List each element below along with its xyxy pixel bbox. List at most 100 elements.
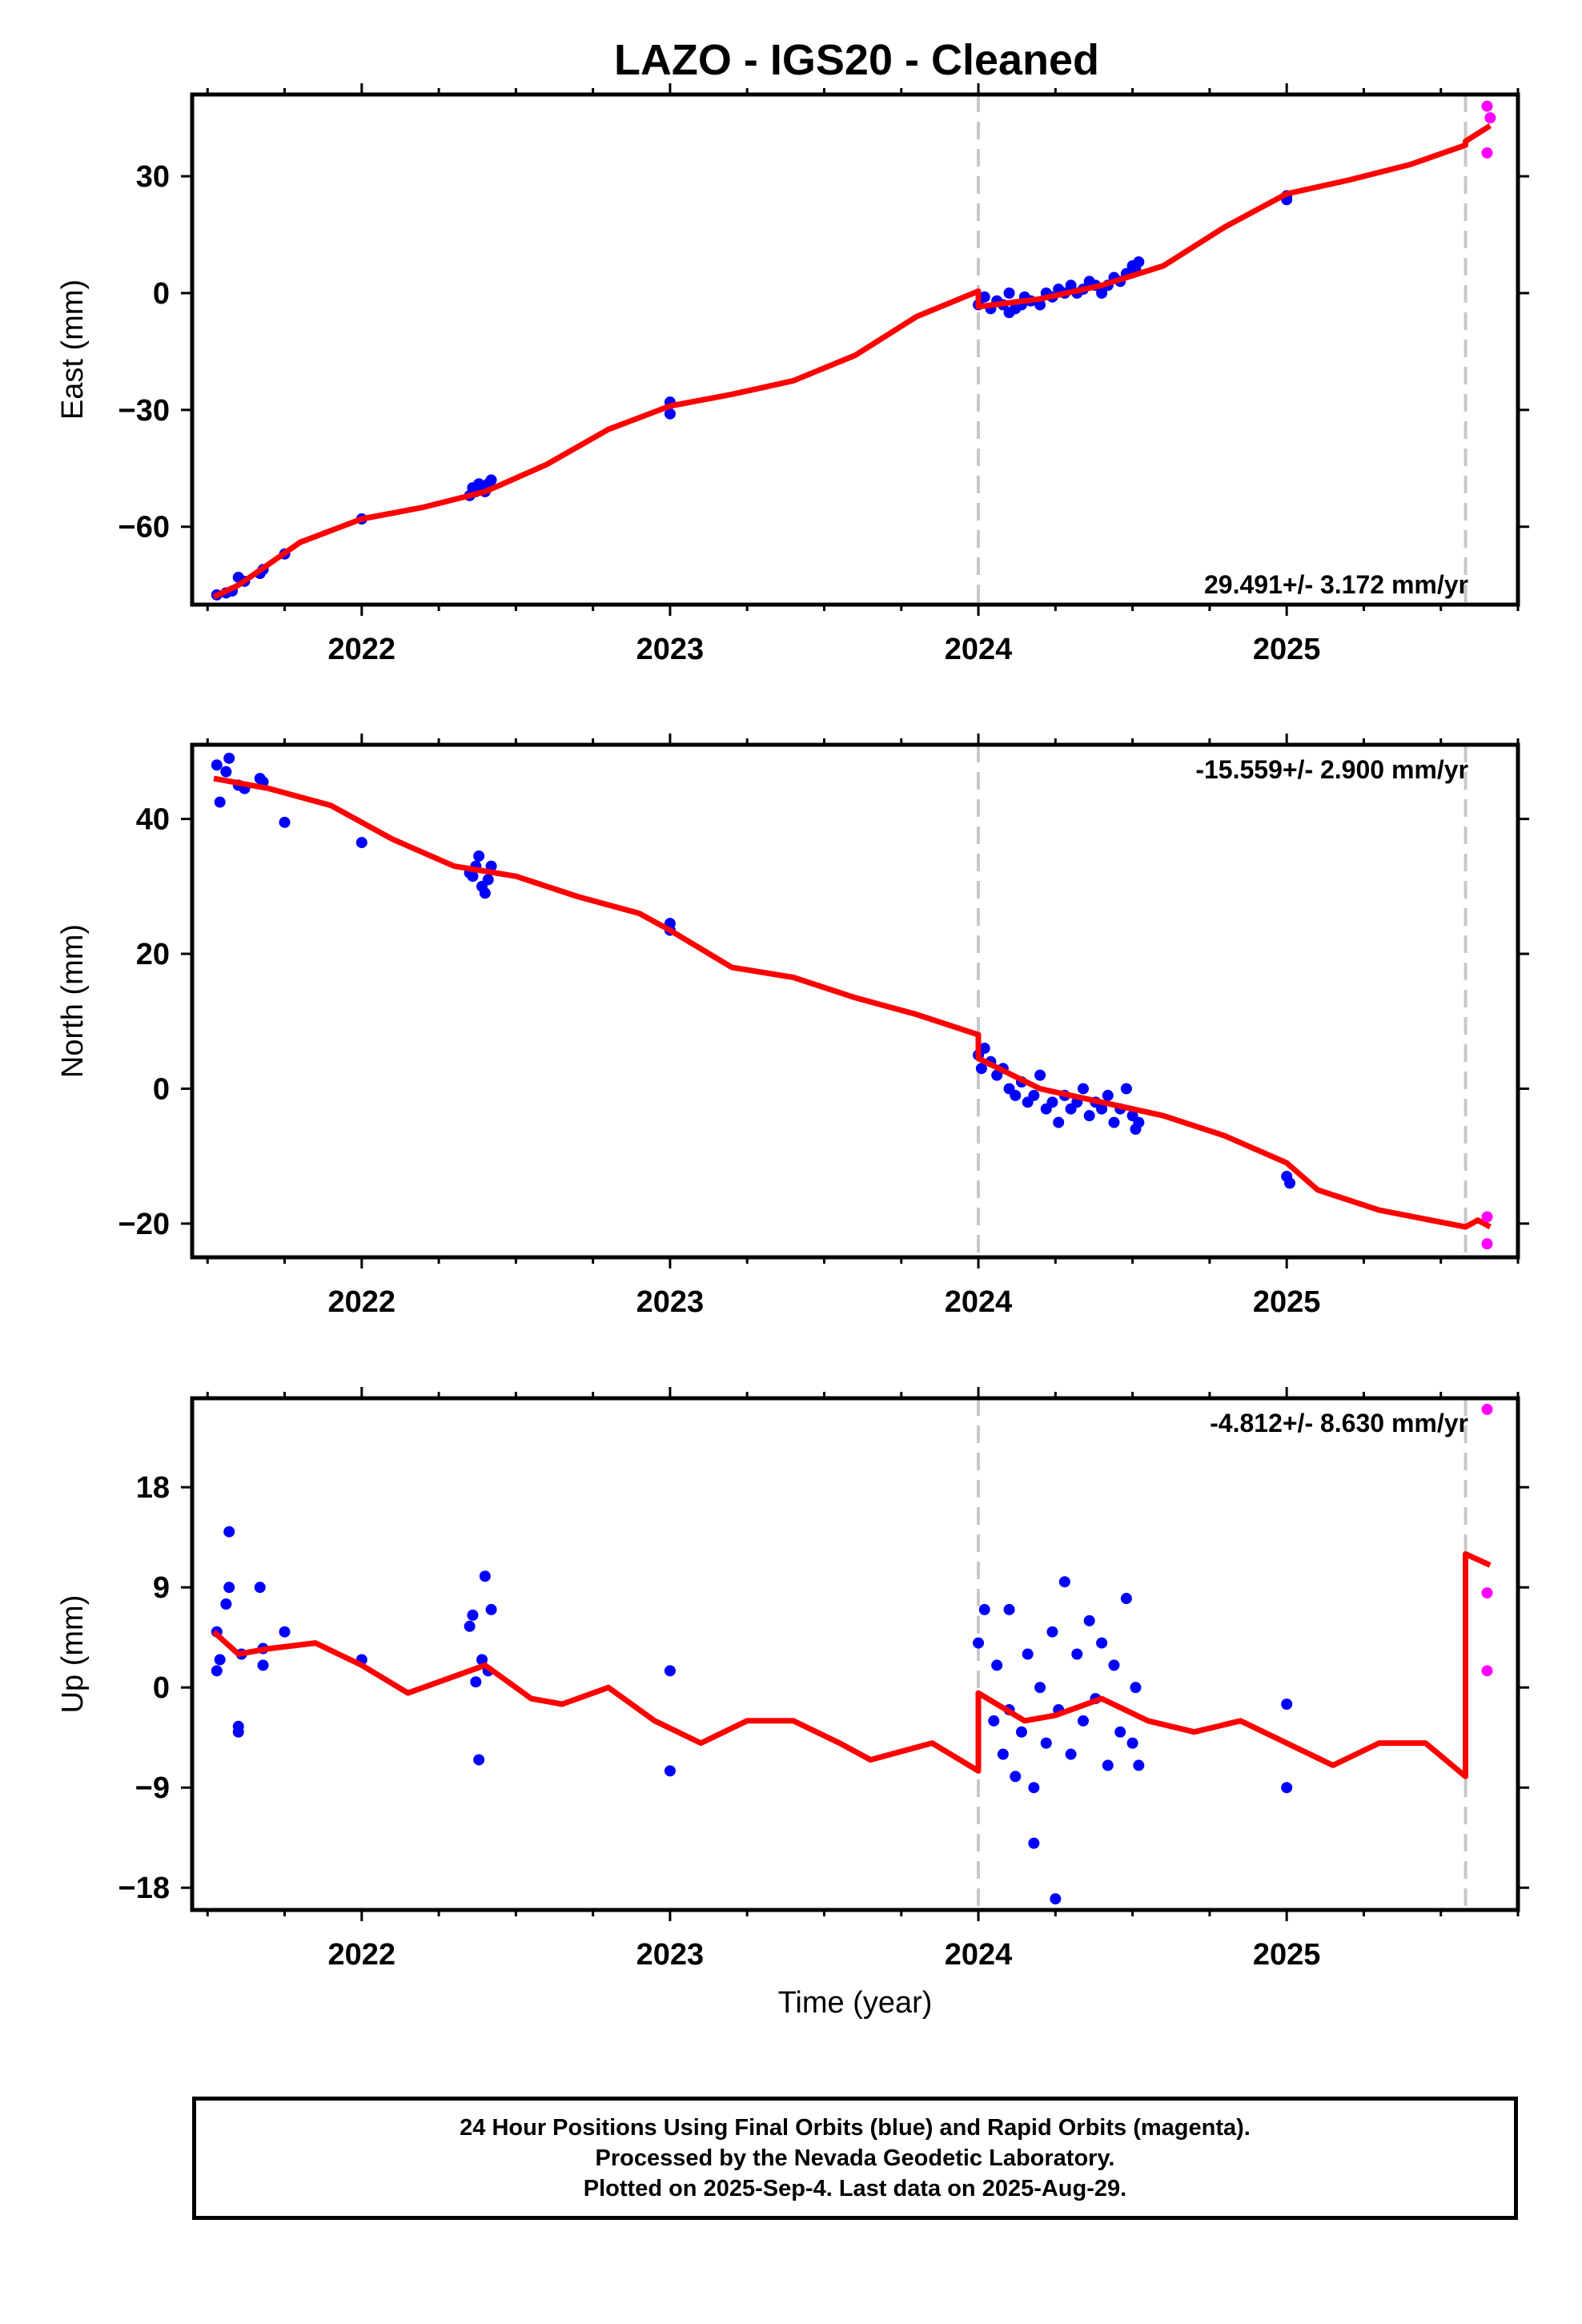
y-tick-label: 20 (136, 938, 170, 971)
final-orbit-point (470, 1676, 482, 1688)
final-orbit-point (1046, 1096, 1058, 1108)
final-orbit-point (1120, 1593, 1132, 1605)
data-layer (211, 123, 1492, 601)
y-tick-label: 0 (153, 1671, 170, 1705)
final-orbit-point (1015, 1726, 1027, 1738)
final-orbit-point (1096, 1637, 1108, 1649)
rapid-orbit-point (1481, 1665, 1493, 1677)
data-layer (211, 752, 1492, 1230)
y-tick-label: −20 (118, 1208, 170, 1241)
final-orbit-point (1028, 1089, 1040, 1101)
final-orbit-point (485, 474, 497, 486)
final-orbit-point (1083, 1614, 1095, 1626)
model-fit-line (211, 1551, 1492, 1779)
x-tick-label: 2025 (1253, 1285, 1321, 1319)
y-tick-label: 0 (153, 277, 170, 311)
final-orbit-point (1096, 287, 1108, 299)
final-orbit-point (1133, 256, 1145, 268)
final-orbit-point (254, 1582, 266, 1594)
final-orbit-point (1083, 1110, 1095, 1122)
final-orbit-point (1034, 1069, 1046, 1081)
final-orbit-point (485, 1603, 497, 1615)
final-orbit-point (1058, 1576, 1070, 1588)
panel-3: 2022 2023 2024 2025 −18 −9 0 9 18 Up (mm) Time (ye… (56, 1387, 1529, 2020)
y-axis-label: East (mm) (56, 279, 90, 420)
final-orbit-point (1120, 1083, 1132, 1095)
final-orbit-point (479, 1570, 491, 1582)
rate-label: -15.559+/- 2.900 mm/yr (1195, 755, 1468, 784)
y-tick-label: 18 (136, 1471, 170, 1505)
final-orbit-point (1065, 1748, 1077, 1760)
x-tick-label: 2022 (328, 1938, 396, 1972)
panel-1: 2022 2023 2024 2025 −60 −30 0 30 East (mm) 29.491… (56, 83, 1529, 666)
x-tick-label: 2023 (636, 1938, 705, 1972)
final-orbit-point (1114, 1726, 1126, 1738)
final-orbit-point (997, 1748, 1009, 1760)
final-orbit-point (1281, 1699, 1293, 1711)
final-orbit-point (1102, 1759, 1114, 1771)
final-orbit-point (1050, 1893, 1062, 1905)
final-orbit-point (223, 752, 235, 764)
x-tick-label: 2024 (945, 1938, 1013, 1972)
y-tick-label: −30 (118, 394, 170, 428)
final-orbit-point (664, 1665, 676, 1677)
plot-frame (190, 742, 1520, 1260)
final-orbit-point (257, 1659, 269, 1671)
final-orbit-point (223, 1582, 235, 1594)
final-orbit-point (220, 766, 232, 778)
y-tick-label: −18 (118, 1872, 170, 1905)
rapid-orbit-point (1484, 112, 1496, 124)
plot-frame (190, 1396, 1520, 1912)
final-orbit-point (1077, 1083, 1089, 1095)
y-tick-label: −60 (118, 511, 170, 545)
rapid-orbit-point (1481, 1403, 1493, 1415)
final-orbit-point (211, 1665, 223, 1677)
final-orbit-point (1281, 1782, 1293, 1794)
final-orbit-point (975, 1063, 987, 1075)
rapid-orbit-point (1481, 100, 1493, 112)
final-orbit-point (978, 1603, 990, 1615)
final-orbit-point (664, 408, 676, 420)
final-orbit-point (1053, 1116, 1065, 1128)
final-orbit-point (464, 1620, 476, 1632)
x-tick-label: 2023 (636, 1285, 705, 1319)
footer-line-1: 24 Hour Positions Using Final Orbits (bl… (460, 2115, 1251, 2141)
final-orbit-point (1126, 1737, 1138, 1749)
final-orbit-point (1071, 1648, 1083, 1660)
x-tick-label: 2025 (1253, 633, 1321, 666)
panel-2: 2022 2023 2024 2025 −20 0 20 40 North (mm) -15.55… (56, 734, 1529, 1319)
rapid-orbit-point (1481, 147, 1493, 159)
rate-label: 29.491+/- 3.172 mm/yr (1204, 570, 1468, 599)
y-tick-label: 9 (153, 1571, 170, 1605)
final-orbit-point (220, 1598, 232, 1610)
rapid-orbit-point (1481, 1211, 1493, 1223)
final-orbit-point (232, 1726, 244, 1738)
final-orbit-point (473, 1754, 485, 1766)
final-orbit-point (279, 816, 291, 828)
final-orbit-point (1102, 1089, 1114, 1101)
y-tick-label: 30 (136, 160, 170, 194)
final-orbit-point (223, 1526, 235, 1538)
final-orbit-point (1284, 1177, 1296, 1189)
final-orbit-point (973, 1637, 985, 1649)
model-fit-line (213, 775, 1492, 1230)
final-orbit-point (1133, 1759, 1145, 1771)
final-orbit-point (1130, 1682, 1142, 1694)
final-orbit-point (1028, 1837, 1040, 1849)
final-orbit-point (467, 1609, 479, 1621)
footer-line-3: Plotted on 2025-Sep-4. Last data on 2025… (583, 2176, 1127, 2201)
rapid-orbit-point (1481, 1238, 1493, 1250)
final-orbit-point (1022, 1648, 1034, 1660)
final-orbit-point (1010, 1771, 1022, 1783)
final-orbit-point (988, 1715, 1000, 1727)
y-tick-label: −9 (135, 1771, 170, 1805)
final-orbit-point (1096, 1103, 1108, 1115)
final-orbit-point (279, 1626, 291, 1638)
final-orbit-point (1133, 1116, 1145, 1128)
final-orbit-point (1108, 1116, 1120, 1128)
plot-frame (190, 92, 1520, 607)
final-orbit-point (214, 796, 226, 808)
final-orbit-point (214, 1654, 226, 1666)
x-tick-label: 2024 (945, 633, 1013, 666)
